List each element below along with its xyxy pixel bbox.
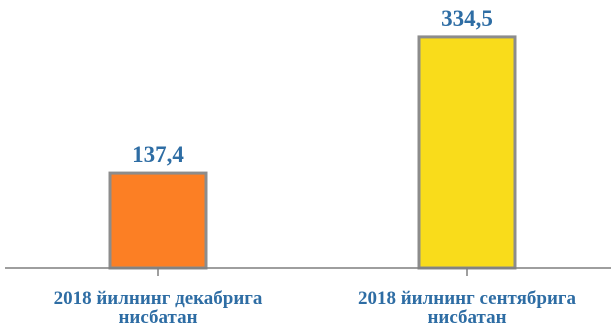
value-labels-group: 137,4 334,5 xyxy=(132,6,493,167)
value-label-1: 137,4 xyxy=(132,142,184,167)
category-label-2-line-2: нисбатан xyxy=(427,307,506,328)
category-label-2-line-1: 2018 йилнинг сентябрига xyxy=(358,288,577,309)
bar-2 xyxy=(417,35,517,270)
bar-1 xyxy=(108,171,208,270)
category-label-1-line-2: нисбатан xyxy=(118,307,197,328)
value-label-2: 334,5 xyxy=(441,6,493,31)
bars-group xyxy=(108,35,517,270)
category-label-1-line-1: 2018 йилнинг декабрига xyxy=(54,288,263,309)
x-axis-ticks xyxy=(157,268,468,276)
